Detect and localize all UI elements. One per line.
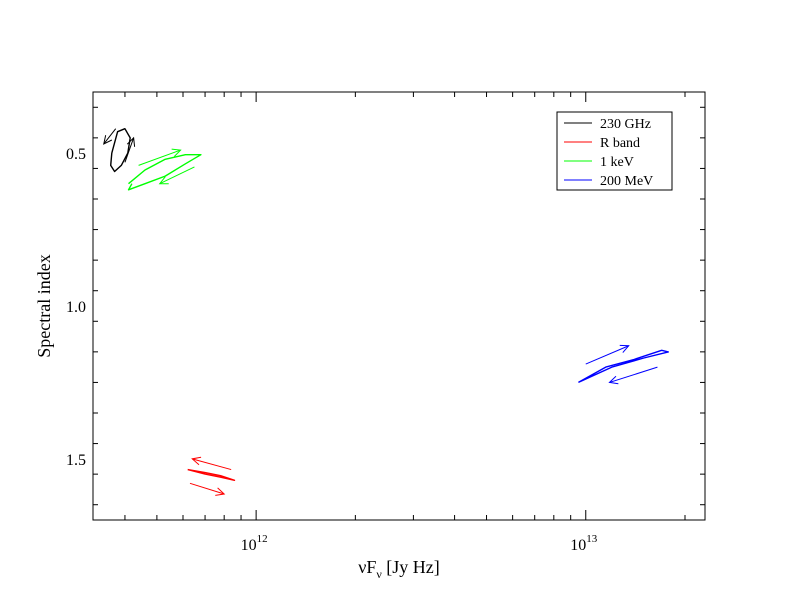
y-tick-label: 0.5	[66, 146, 86, 163]
plot-layer	[103, 127, 669, 496]
plot-frame	[92, 91, 706, 521]
hysteresis-arrow-shaft	[609, 366, 658, 383]
x-axis-title-main: νF	[358, 557, 376, 577]
legend-label: 200 MeV	[600, 174, 653, 189]
y-tick-label: 1.0	[66, 299, 86, 316]
hysteresis-arrow-shaft	[103, 128, 117, 145]
x-tick-label-base: 10	[570, 537, 586, 554]
legend-label: 1 keV	[600, 155, 634, 170]
hysteresis-arrow-head	[126, 136, 136, 147]
legend-label: 230 GHz	[600, 117, 651, 132]
x-axis-title: νFν [Jy Hz]	[358, 557, 440, 581]
hysteresis-arrow-shaft	[124, 137, 135, 163]
y-tick-label: 1.5	[66, 452, 86, 469]
x-tick-label: 1012	[241, 533, 268, 554]
hysteresis-arrow-head	[215, 487, 226, 496]
hysteresis-arrow-head	[191, 456, 202, 466]
hysteresis-arrow-shaft	[159, 166, 195, 185]
series-1-line	[187, 468, 236, 481]
series-2-line	[127, 153, 202, 191]
hysteresis-arrow-shaft	[189, 482, 225, 495]
hysteresis-arrow-shaft	[585, 345, 629, 365]
hysteresis-arrow-shaft	[138, 149, 181, 166]
series-0-line	[109, 127, 131, 173]
hysteresis-arrow-head	[158, 176, 169, 185]
x-axis-title-unit: [Jy Hz]	[382, 557, 440, 577]
x-axis-title-subscript: ν	[376, 567, 382, 581]
hysteresis-arrow-head	[171, 148, 182, 157]
legend-box	[556, 111, 673, 191]
x-tick-label-exponent: 12	[257, 533, 268, 545]
hysteresis-arrow-head	[608, 375, 619, 385]
hysteresis-arrow-shaft	[192, 458, 232, 471]
legend-label: R band	[600, 136, 640, 151]
y-axis-title: Spectral index	[34, 254, 54, 357]
x-tick-label: 1013	[570, 533, 598, 554]
legend: 230 GHz R band 1 keV 200 MeV	[556, 111, 673, 191]
x-tick-label-base: 10	[241, 537, 257, 554]
series-3-line	[578, 349, 669, 384]
x-tick-label-exponent: 13	[586, 533, 598, 545]
hysteresis-arrow-head	[103, 135, 113, 145]
hysteresis-arrow-head	[619, 344, 630, 353]
